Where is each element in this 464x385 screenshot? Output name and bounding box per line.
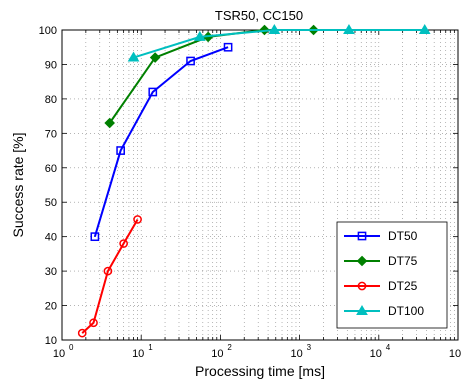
x-tick-exponent: 4 bbox=[386, 343, 391, 352]
data-point-dt25 bbox=[103, 266, 113, 276]
series-dt50 bbox=[90, 42, 233, 242]
data-point-dt50 bbox=[223, 42, 233, 52]
data-point-dt50 bbox=[90, 232, 100, 242]
x-tick-exponent: 1 bbox=[148, 343, 153, 352]
y-tick-label: 30 bbox=[45, 266, 57, 278]
legend: DT50 DT75 DT25 DT100 bbox=[336, 221, 448, 329]
series-dt75 bbox=[104, 24, 319, 129]
data-point-dt25 bbox=[133, 215, 142, 224]
y-tick-label: 20 bbox=[45, 301, 57, 313]
data-point-dt25 bbox=[77, 328, 87, 338]
legend-marker-dt75 bbox=[356, 255, 368, 267]
data-point-dt25 bbox=[89, 318, 98, 328]
data-point-dt75 bbox=[149, 52, 161, 63]
y-axis-title: Success rate [%] bbox=[10, 132, 26, 237]
chart-title: TSR50, CC150 bbox=[215, 8, 303, 23]
series-line-dt100 bbox=[133, 29, 425, 59]
data-point-dt75 bbox=[104, 117, 115, 129]
legend-label-dt75: DT75 bbox=[388, 254, 418, 268]
series-line-dt75 bbox=[108, 29, 314, 124]
x-tick-label: 10 bbox=[211, 348, 223, 360]
data-point-dt100 bbox=[418, 24, 431, 34]
x-axis-title: Processing time [ms] bbox=[195, 363, 325, 379]
x-tick-label: 10 bbox=[290, 348, 302, 360]
y-tick-label: 40 bbox=[45, 232, 57, 244]
data-point-dt100 bbox=[127, 51, 140, 62]
legend-marker-dt50 bbox=[357, 231, 367, 241]
x-tick-exponent: 2 bbox=[227, 343, 232, 352]
legend-label-dt50: DT50 bbox=[388, 229, 418, 243]
x-tick-label: 10 bbox=[370, 348, 382, 360]
data-point-dt100 bbox=[343, 24, 355, 34]
x-tick-label: 10 bbox=[449, 348, 461, 360]
data-point-dt50 bbox=[186, 56, 195, 66]
series-dt25 bbox=[77, 215, 142, 338]
data-point-dt50 bbox=[116, 146, 125, 155]
x-tick-exponent: 0 bbox=[69, 343, 74, 352]
y-tick-label: 10 bbox=[45, 335, 57, 347]
y-tick-label: 50 bbox=[45, 197, 57, 209]
legend-label-dt25: DT25 bbox=[388, 279, 418, 293]
legend-marker-dt25 bbox=[357, 281, 367, 291]
series-line-dt25 bbox=[81, 218, 139, 334]
data-point-dt50 bbox=[148, 87, 158, 97]
legend-label-dt100: DT100 bbox=[388, 304, 424, 318]
axis-ticks: 100101102103104105102030405060708090100 bbox=[39, 25, 461, 360]
x-tick-exponent: 3 bbox=[307, 343, 312, 352]
y-tick-label: 60 bbox=[45, 163, 57, 175]
legend-marker-dt100 bbox=[356, 305, 368, 315]
series-dt100 bbox=[127, 24, 431, 62]
y-tick-label: 70 bbox=[45, 128, 57, 140]
y-tick-label: 80 bbox=[45, 94, 57, 106]
series-line-dt50 bbox=[93, 46, 229, 237]
data-point-dt100 bbox=[268, 24, 281, 34]
series-group bbox=[77, 24, 431, 338]
y-tick-label: 100 bbox=[39, 25, 57, 37]
data-point-dt100 bbox=[193, 30, 206, 41]
x-tick-label: 10 bbox=[132, 348, 144, 360]
data-point-dt25 bbox=[119, 239, 128, 248]
y-tick-label: 90 bbox=[45, 59, 57, 71]
x-tick-label: 10 bbox=[53, 348, 65, 360]
